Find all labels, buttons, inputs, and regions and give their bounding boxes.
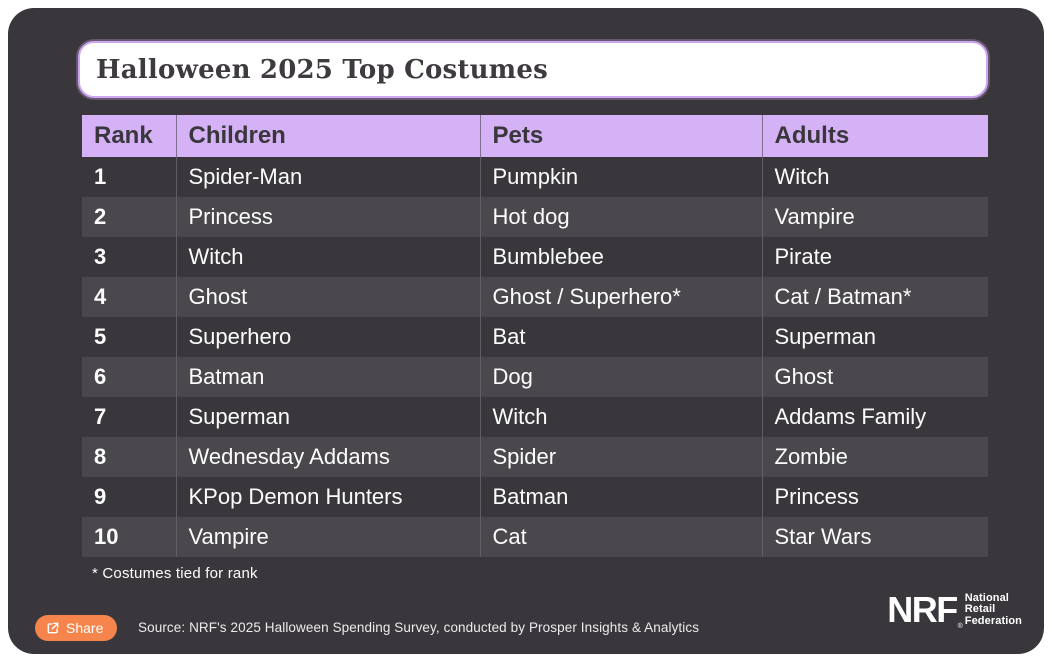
rank-cell: 10 [94, 524, 119, 549]
adults-cell: Pirate [761, 237, 988, 277]
adults-cell: Addams Family [761, 397, 988, 437]
pets-cell: Bumblebee [479, 237, 762, 277]
rank-cell: 3 [94, 244, 107, 269]
column-header-children: Children [175, 115, 480, 157]
table-row: 9 KPop Demon Hunters Batman Princess [82, 477, 988, 517]
share-icon [46, 621, 60, 635]
column-header-adults: Adults [761, 115, 988, 157]
children-cell: Batman [175, 357, 480, 397]
column-header-rank: Rank [82, 115, 176, 157]
children-cell: Witch [175, 237, 480, 277]
pets-cell: Pumpkin [479, 157, 762, 197]
rank-cell: 9 [94, 484, 107, 509]
nrf-logo-text: National Retail Federation [964, 591, 1022, 627]
pets-cell: Hot dog [479, 197, 762, 237]
rank-cell: 6 [94, 364, 107, 389]
children-cell: Princess [175, 197, 480, 237]
table-row: 2 Princess Hot dog Vampire [82, 197, 988, 237]
nrf-logo: NRF ® National Retail Federation [887, 589, 1022, 631]
table-row: 3 Witch Bumblebee Pirate [82, 237, 988, 277]
source-text: Source: NRF's 2025 Halloween Spending Su… [138, 620, 700, 635]
rank-cell: 5 [94, 324, 107, 349]
footnote: * Costumes tied for rank [92, 565, 258, 582]
infographic-card: Halloween 2025 Top Costumes Rank Childre… [8, 8, 1044, 654]
pets-cell: Dog [479, 357, 762, 397]
rank-cell: 7 [94, 404, 107, 429]
pets-cell: Cat [479, 517, 762, 557]
costumes-table-wrap: Rank Children Pets Adults 1 Spider-Man P… [82, 115, 988, 557]
adults-cell: Star Wars [761, 517, 988, 557]
pets-cell: Witch [479, 397, 762, 437]
adults-cell: Ghost [761, 357, 988, 397]
adults-cell: Vampire [761, 197, 988, 237]
share-button[interactable]: Share [35, 615, 118, 641]
pets-cell: Bat [479, 317, 762, 357]
adults-cell: Zombie [761, 437, 988, 477]
registered-trademark-symbol: ® [957, 623, 963, 630]
table-row: 8 Wednesday Addams Spider Zombie [82, 437, 988, 477]
pets-cell: Batman [479, 477, 762, 517]
adults-cell: Witch [761, 157, 988, 197]
children-cell: Superman [175, 397, 480, 437]
adults-cell: Princess [761, 477, 988, 517]
adults-cell: Superman [761, 317, 988, 357]
table-header-row: Rank Children Pets Adults [82, 115, 988, 157]
rank-cell: 1 [94, 164, 107, 189]
rank-cell: 4 [94, 284, 107, 309]
children-cell: KPop Demon Hunters [175, 477, 480, 517]
pets-cell: Ghost / Superhero* [479, 277, 762, 317]
table-row: 7 Superman Witch Addams Family [82, 397, 988, 437]
costumes-table: Rank Children Pets Adults 1 Spider-Man P… [82, 115, 988, 557]
table-row: 6 Batman Dog Ghost [82, 357, 988, 397]
rank-cell: 8 [94, 444, 107, 469]
page-title: Halloween 2025 Top Costumes [96, 54, 548, 85]
adults-cell: Cat / Batman* [761, 277, 988, 317]
footer-bar: Share Source: NRF's 2025 Halloween Spend… [8, 614, 1044, 644]
children-cell: Vampire [175, 517, 480, 557]
children-cell: Wednesday Addams [175, 437, 480, 477]
title-box: Halloween 2025 Top Costumes [78, 41, 988, 98]
table-row: 5 Superhero Bat Superman [82, 317, 988, 357]
children-cell: Ghost [175, 277, 480, 317]
nrf-wordmark: NRF ® [887, 589, 963, 631]
children-cell: Superhero [175, 317, 480, 357]
table-row: 1 Spider-Man Pumpkin Witch [82, 157, 988, 197]
table-row: 10 Vampire Cat Star Wars [82, 517, 988, 557]
column-header-pets: Pets [479, 115, 762, 157]
share-button-label: Share [66, 620, 104, 636]
rank-cell: 2 [94, 204, 107, 229]
children-cell: Spider-Man [175, 157, 480, 197]
pets-cell: Spider [479, 437, 762, 477]
table-row: 4 Ghost Ghost / Superhero* Cat / Batman* [82, 277, 988, 317]
